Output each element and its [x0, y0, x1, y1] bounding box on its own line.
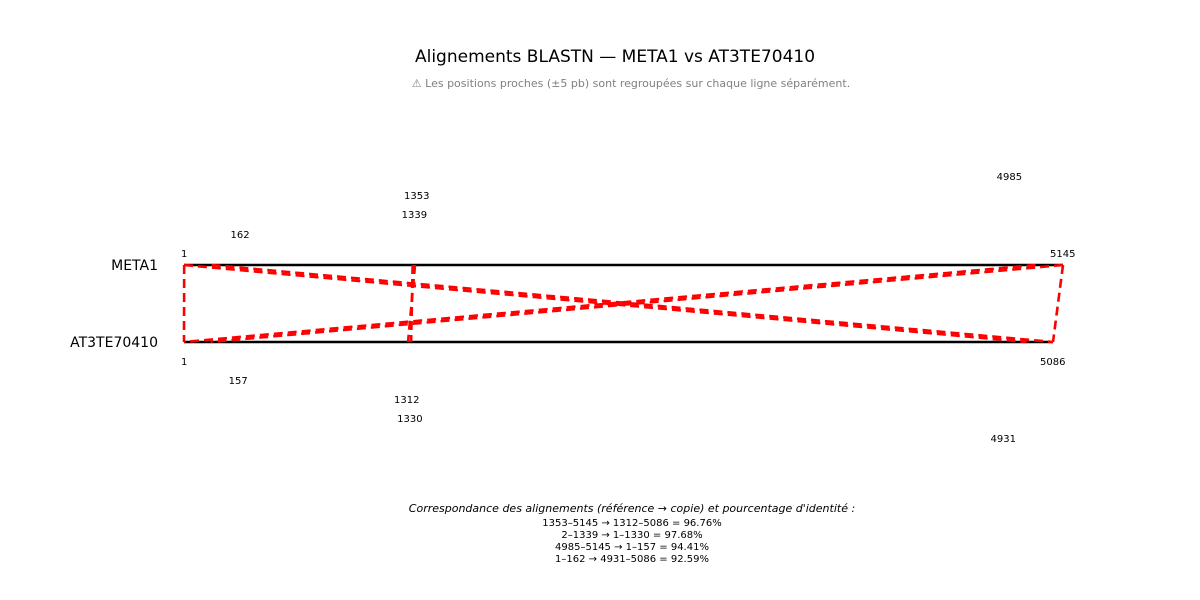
diagram-subtitle: ⚠ Les positions proches (±5 pb) sont reg…: [411, 77, 851, 90]
alignment-legend: Correspondance des alignements (référenc…: [0, 502, 1200, 566]
alignment-link: [182, 264, 414, 343]
legend-line: 2–1339 → 1–1330 = 97.68%: [561, 530, 703, 541]
copy-position-label: 1330: [397, 414, 422, 425]
alignment-end-link: [409, 264, 414, 343]
copy-position-label: 1: [181, 357, 187, 368]
alignment-link: [183, 263, 1054, 344]
copy-sequence-name: AT3TE70410: [70, 335, 158, 351]
copy-position-label: 4931: [991, 434, 1016, 445]
position-labels-layer: 1 162 1339 1353 4985 5145 1 157 1312 1330 4931 5086: [181, 172, 1075, 445]
copy-position-label: 157: [229, 376, 248, 387]
copy-position-label: 5086: [1040, 357, 1065, 368]
diagram-title: Alignements BLASTN — META1 vs AT3TE70410: [414, 47, 816, 67]
alignment-end-link: [1051, 264, 1065, 343]
alignments-layer: [182, 263, 1065, 344]
legend-line: 4985–5145 → 1–157 = 94.41%: [555, 542, 709, 553]
reference-position-label: 1: [181, 249, 187, 260]
legend-line: 1353–5145 → 1312–5086 = 96.76%: [542, 518, 722, 529]
legend-line: 1–162 → 4931–5086 = 92.59%: [555, 554, 709, 565]
alignment-end-link: [211, 263, 1054, 344]
copy-position-label: 1312: [394, 395, 419, 406]
reference-position-label: 1339: [402, 210, 427, 221]
reference-sequence-name: META1: [111, 258, 158, 274]
alignment-start-link: [183, 263, 1027, 344]
reference-position-label: 5145: [1050, 249, 1075, 260]
legend-heading: Correspondance des alignements (référenc…: [408, 502, 856, 515]
alignment-link: [406, 264, 1065, 343]
reference-position-label: 1353: [404, 191, 429, 202]
alignment-start-link: [406, 264, 417, 343]
reference-position-label: 4985: [997, 172, 1022, 183]
reference-position-label: 162: [231, 230, 250, 241]
